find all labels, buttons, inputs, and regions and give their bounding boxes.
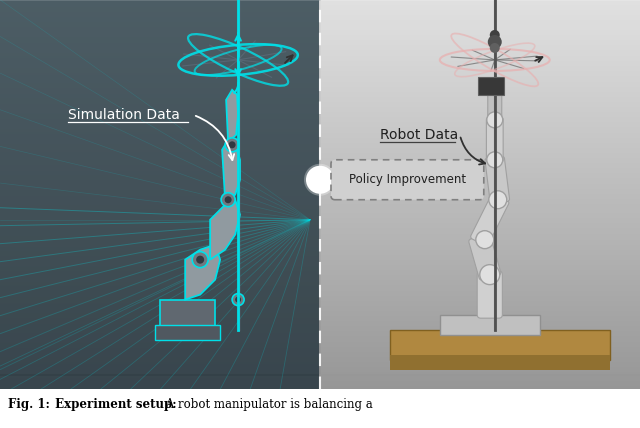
Text: Fig. 1:: Fig. 1: [8, 398, 50, 410]
Text: A robot manipulator is balancing a: A robot manipulator is balancing a [162, 398, 372, 410]
FancyBboxPatch shape [331, 160, 484, 200]
Circle shape [480, 265, 500, 285]
Polygon shape [185, 245, 220, 300]
Circle shape [304, 164, 336, 196]
Bar [440, 315, 540, 335]
Polygon shape [210, 200, 240, 260]
FancyBboxPatch shape [470, 194, 509, 246]
Bar [478, 77, 504, 95]
Circle shape [221, 193, 235, 207]
Circle shape [488, 35, 502, 49]
Text: Robot Data: Robot Data [380, 128, 458, 142]
Bar [156, 324, 220, 339]
Bar [160, 300, 215, 330]
Circle shape [228, 141, 236, 149]
Circle shape [489, 191, 507, 209]
Circle shape [235, 297, 241, 303]
Polygon shape [222, 140, 240, 200]
Circle shape [490, 30, 500, 40]
Circle shape [487, 112, 503, 128]
Polygon shape [226, 90, 238, 142]
FancyBboxPatch shape [485, 156, 509, 203]
FancyBboxPatch shape [469, 234, 500, 280]
Circle shape [196, 256, 204, 264]
Text: Simulation Data: Simulation Data [68, 108, 180, 122]
Circle shape [307, 167, 333, 193]
FancyBboxPatch shape [477, 271, 502, 318]
Circle shape [225, 138, 239, 152]
Circle shape [487, 152, 503, 168]
FancyBboxPatch shape [486, 117, 503, 162]
FancyArrowPatch shape [234, 83, 238, 93]
Circle shape [232, 294, 244, 306]
Bar [390, 330, 610, 360]
Text: Experiment setup:: Experiment setup: [51, 398, 177, 410]
Bar [390, 354, 610, 369]
Circle shape [192, 252, 208, 268]
Circle shape [490, 43, 500, 53]
Circle shape [225, 196, 232, 203]
Text: Policy Improvement: Policy Improvement [349, 173, 466, 186]
Circle shape [476, 231, 494, 249]
FancyBboxPatch shape [488, 88, 502, 122]
